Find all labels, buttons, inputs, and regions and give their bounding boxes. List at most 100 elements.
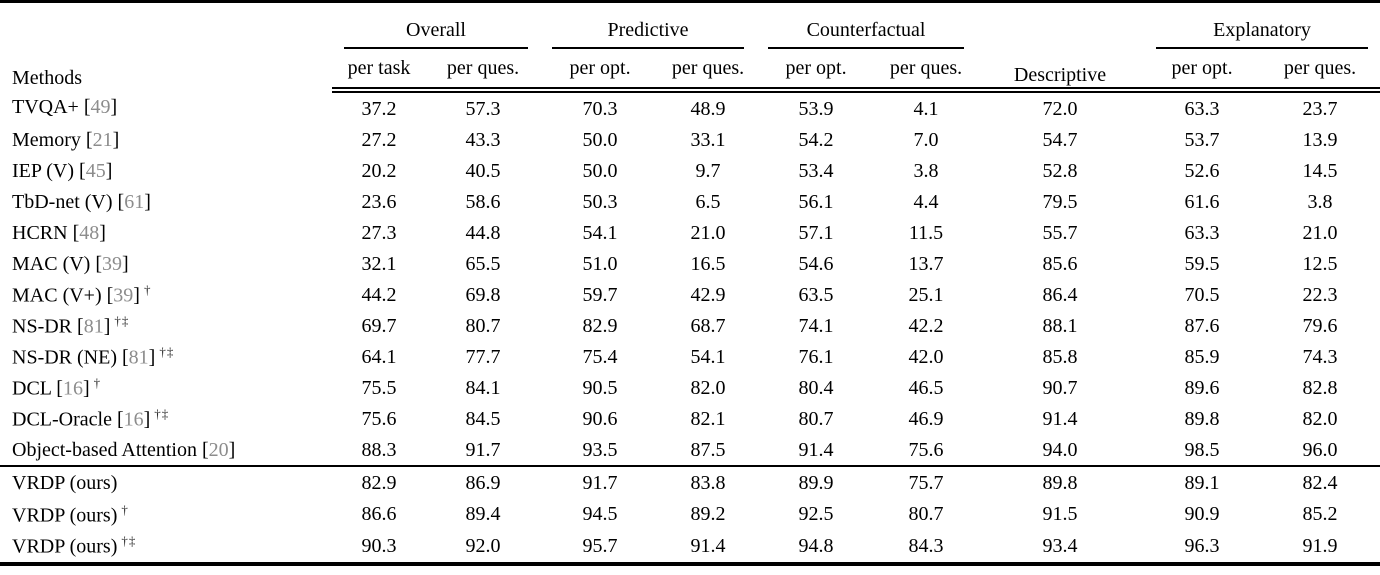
table-row: NS-DR (NE) [81] †‡ 64.1 77.7 75.4 54.1 76.1 42.… <box>0 341 1380 372</box>
value-cell: 3.8 <box>1307 190 1333 213</box>
baseline-methods-rows: TVQA+ [49] 37.2 57.3 70.3 48.9 53.9 4.1 72.0 63.… <box>0 90 1380 467</box>
method-name-cell: DCL [16] † <box>12 375 102 400</box>
method-name: Object-based Attention <box>12 438 197 461</box>
table-row: VRDP (ours) †‡ 90.3 92.0 95.7 91.4 94.8 84.3 93.… <box>0 530 1380 564</box>
method-name-cell: Object-based Attention [20] <box>0 434 332 467</box>
value-cell: 63.5 <box>798 283 834 306</box>
group-header-label: Explanatory <box>1156 19 1369 49</box>
value-cell: 75.4 <box>582 345 618 368</box>
header-sub-row: per task per ques. per opt. per ques. per op… <box>0 49 1380 93</box>
value-cell: 7.0 <box>913 128 939 151</box>
method-name: Memory <box>12 128 81 151</box>
value-cell: 86.4 <box>1042 283 1078 306</box>
value-cell: 89.6 <box>1184 376 1220 399</box>
group-header-counterfactual: Counterfactual <box>756 2 976 49</box>
value-cell: 91.4 <box>756 434 877 467</box>
table-row: TVQA+ [49] 37.2 57.3 70.3 48.9 53.9 4.1 72.0 63.… <box>0 90 1380 124</box>
table-header: Methods Overall Predictive Counterfactual De… <box>0 1 1380 93</box>
value-cell: 80.4 <box>798 376 834 399</box>
value-cell: 56.1 <box>798 190 834 213</box>
value-cell: 85.9 <box>1184 345 1220 368</box>
value-cell: 91.4 <box>690 534 726 557</box>
dagger-marks: † <box>121 501 129 517</box>
value-cell: 6.5 <box>695 190 721 213</box>
methods-column-header: Methods <box>12 67 82 89</box>
citation-number: 49 <box>90 96 111 118</box>
value-cell: 82.9 <box>582 314 618 337</box>
value-cell: 48.9 <box>690 97 726 120</box>
method-name-cell: IEP (V) [45] <box>12 159 113 182</box>
value-cell: 23.6 <box>361 190 397 213</box>
method-name: VRDP (ours) <box>12 504 118 527</box>
table-row: Object-based Attention [20] 88.3 91.7 93.5 8… <box>0 434 1380 467</box>
value-cell: 13.7 <box>908 252 944 275</box>
value-cell: 82.0 <box>1302 407 1338 430</box>
value-cell: 87.5 <box>660 434 757 467</box>
value-cell: 82.0 <box>690 376 726 399</box>
method-name-cell: TbD-net (V) [61] <box>12 190 151 213</box>
value-cell: 20.2 <box>361 159 397 182</box>
value-cell: 90.7 <box>1042 376 1078 399</box>
value-cell: 27.2 <box>361 128 397 151</box>
method-name-cell: Memory [21] <box>12 128 120 151</box>
value-cell: 90.6 <box>582 407 618 430</box>
value-cell: 27.3 <box>361 221 397 244</box>
value-cell: 82.9 <box>361 471 397 494</box>
value-cell: 57.1 <box>798 221 834 244</box>
value-cell: 74.1 <box>798 314 834 337</box>
table-row: NS-DR [81] †‡ 69.7 80.7 82.9 68.7 74.1 42.2 88.1… <box>0 310 1380 341</box>
value-cell: 98.5 <box>1144 434 1261 467</box>
value-cell: 68.7 <box>690 314 726 337</box>
value-cell: 53.7 <box>1184 128 1220 151</box>
sub-header-explanatory-1: per ques. <box>1260 49 1380 93</box>
value-cell: 61.6 <box>1184 190 1220 213</box>
group-header-predictive: Predictive <box>540 2 756 49</box>
value-cell: 32.1 <box>361 252 397 275</box>
value-cell: 85.8 <box>1042 345 1078 368</box>
value-cell: 89.8 <box>1184 407 1220 430</box>
sub-header-predictive-1: per ques. <box>660 49 757 93</box>
citation-number: 81 <box>83 315 104 338</box>
value-cell: 89.9 <box>798 471 834 494</box>
value-cell: 42.2 <box>908 314 944 337</box>
value-cell: 42.0 <box>908 345 944 368</box>
dagger-marks: †‡ <box>154 406 170 422</box>
value-cell: 70.3 <box>582 97 618 120</box>
value-cell: 53.4 <box>798 159 834 182</box>
dagger-marks: †‡ <box>121 533 137 549</box>
method-name-cell: VRDP (ours) † <box>0 499 332 531</box>
value-cell: 87.6 <box>1184 314 1220 337</box>
value-cell: 91.7 <box>426 434 541 467</box>
value-cell: 80.7 <box>908 503 944 526</box>
value-cell: 74.3 <box>1302 345 1338 368</box>
value-cell: 75.5 <box>361 376 397 399</box>
method-name: DCL-Oracle <box>12 408 112 431</box>
value-cell: 46.5 <box>908 376 944 399</box>
value-cell: 54.1 <box>690 345 726 368</box>
value-cell: 91.7 <box>582 471 618 494</box>
value-cell: 85.2 <box>1302 503 1338 526</box>
value-cell: 54.2 <box>798 128 834 151</box>
value-cell: 37.2 <box>361 97 397 120</box>
method-name-cell: VRDP (ours) †‡ <box>0 530 332 564</box>
value-cell: 75.6 <box>876 434 977 467</box>
value-cell: 16.5 <box>690 252 726 275</box>
method-name-cell: HCRN [48] <box>12 221 106 244</box>
value-cell: 42.9 <box>690 283 726 306</box>
sub-header-explanatory-0: per opt. <box>1144 49 1261 93</box>
method-name-cell: DCL-Oracle [16] †‡ <box>12 406 170 431</box>
table-row: VRDP (ours) † 86.6 89.4 94.5 89.2 92.5 80.7 91.5… <box>0 499 1380 531</box>
citation-number: 61 <box>124 190 145 213</box>
value-cell: 54.7 <box>1042 128 1078 151</box>
dagger-marks: † <box>93 375 102 391</box>
method-name: DCL <box>12 377 52 400</box>
value-cell: 91.4 <box>1042 407 1078 430</box>
value-cell: 54.6 <box>798 252 834 275</box>
method-name: MAC (V+) <box>12 284 102 307</box>
value-cell: 89.2 <box>690 503 726 526</box>
value-cell: 51.0 <box>582 252 618 275</box>
citation-number: 16 <box>123 408 144 431</box>
method-name-cell: TVQA+ [49] <box>12 96 118 118</box>
sub-header-counterfactual-0: per opt. <box>756 49 877 93</box>
